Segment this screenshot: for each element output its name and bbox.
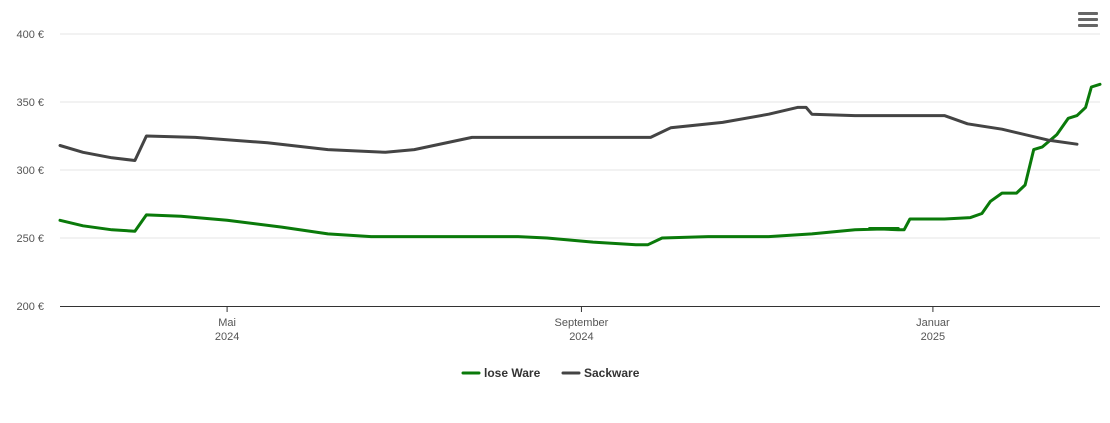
legend: lose Ware Sackware (461, 366, 640, 380)
x-tick-label: 2025 (921, 331, 945, 343)
legend-label: Sackware (584, 366, 640, 380)
legend-item[interactable]: lose Ware (461, 366, 541, 380)
x-tick-label: Januar (916, 317, 950, 329)
y-tick-label: 350 € (16, 97, 44, 109)
x-tick-label: Mai (218, 317, 236, 329)
hamburger-menu-icon (1078, 12, 1098, 27)
y-axis-ticks: 200 € 250 € 300 € 350 € 400 € (16, 29, 44, 313)
x-axis: Mai 2024 September 2024 Januar 2025 (60, 306, 1100, 343)
legend-label: lose Ware (484, 366, 541, 380)
series-line-2 (58, 105, 1079, 162)
legend-item[interactable]: Sackware (561, 366, 640, 380)
y-tick-label: 300 € (16, 165, 44, 177)
y-tick-label: 400 € (16, 29, 44, 41)
series-line-1 (58, 82, 1102, 247)
chart-menu-button[interactable] (1078, 12, 1098, 30)
y-tick-label: 200 € (16, 301, 44, 313)
x-tick-label: September (555, 317, 609, 329)
x-tick-label: 2024 (215, 331, 239, 343)
series-lines (58, 82, 1102, 247)
y-tick-label: 250 € (16, 233, 44, 245)
grid-lines (60, 33, 1100, 239)
x-tick-label: 2024 (569, 331, 593, 343)
